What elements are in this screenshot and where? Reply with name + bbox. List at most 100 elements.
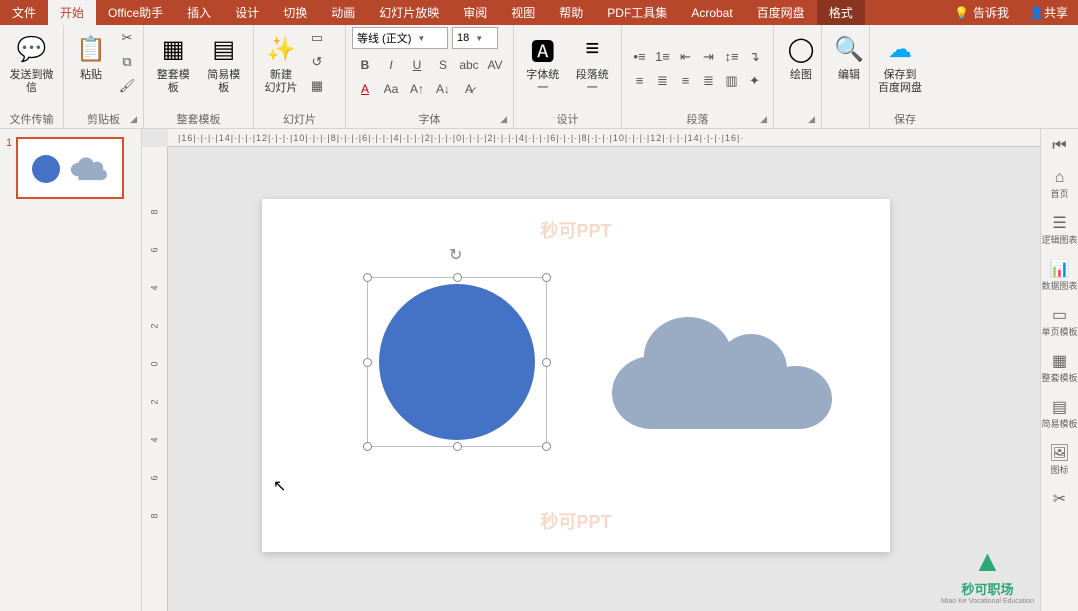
slide-canvas[interactable]: 秒可PPT 秒可PPT ↻ <box>262 199 890 552</box>
tab-slideshow[interactable]: 幻灯片放映 <box>367 0 451 25</box>
sidebar-item-logic[interactable]: ☰逻辑图表 <box>1041 209 1078 249</box>
shadow-button[interactable]: abc <box>456 53 482 77</box>
full-template-button[interactable]: ▦ 整套模板 <box>150 27 197 99</box>
justify-button[interactable]: ≣ <box>697 69 720 93</box>
group-templates-label: 整套模板 <box>150 110 247 128</box>
sidebar-item-full[interactable]: ▦整套模板 <box>1041 347 1078 387</box>
slide-thumbnails-panel: 1 <box>0 129 142 611</box>
bold-button[interactable]: B <box>352 53 378 77</box>
numbering-button[interactable]: 1≡ <box>651 45 674 69</box>
brand-logo: ▲ 秒可职场 Miao Ke Vocational Education <box>941 545 1034 605</box>
tab-view[interactable]: 视图 <box>499 0 547 25</box>
paste-button[interactable]: 📋 粘贴 <box>70 27 112 86</box>
tell-me-button[interactable]: 💡告诉我 <box>944 4 1019 21</box>
slide-edit-area[interactable]: |16|·|·|·|14|·|·|·|12|·|·|·|10|·|·|·|8|·… <box>142 129 1040 611</box>
reset-button[interactable]: ↺ <box>306 51 328 73</box>
selected-shape-circle[interactable]: ↻ <box>367 277 547 447</box>
tab-transition[interactable]: 切换 <box>271 0 319 25</box>
resize-handle-bm[interactable] <box>453 442 462 451</box>
italic-button[interactable]: I <box>378 53 404 77</box>
send-to-wechat-button[interactable]: 💬 发送到微信 <box>6 27 57 99</box>
tab-design[interactable]: 设计 <box>223 0 271 25</box>
tab-help[interactable]: 帮助 <box>547 0 595 25</box>
sidebar-item-tools[interactable]: ✂ <box>1041 485 1078 513</box>
align-right-button[interactable]: ≡ <box>674 69 697 93</box>
full-template-icon: ▦ <box>1052 351 1067 371</box>
tab-file[interactable]: 文件 <box>0 0 48 25</box>
cloud-shape[interactable] <box>602 299 842 449</box>
tab-animation[interactable]: 动画 <box>319 0 367 25</box>
sidebar-item-data[interactable]: 📊数据图表 <box>1041 255 1078 295</box>
unify-para-button[interactable]: ≡ 段落统一 <box>570 27 616 99</box>
unify-font-button[interactable]: 🅰 字体统一 <box>520 27 566 99</box>
char-spacing-button[interactable]: AV <box>482 53 508 77</box>
text-direction-button[interactable]: ↴ <box>743 45 766 69</box>
new-slide-button[interactable]: ✨ 新建 幻灯片 <box>260 27 302 99</box>
indent-dec-button[interactable]: ⇤ <box>674 45 697 69</box>
resize-handle-tr[interactable] <box>542 273 551 282</box>
sidebar-item-simple[interactable]: ▤简易模板 <box>1041 393 1078 433</box>
indent-inc-button[interactable]: ⇥ <box>697 45 720 69</box>
shrink-font-icon: A↓ <box>436 82 450 96</box>
layout-button[interactable]: ▭ <box>306 27 328 49</box>
tab-acrobat[interactable]: Acrobat <box>679 0 744 25</box>
align-center-button[interactable]: ≣ <box>651 69 674 93</box>
resize-handle-br[interactable] <box>542 442 551 451</box>
cut-button[interactable]: ✂ <box>116 27 138 49</box>
thumbnail-1[interactable]: 1 <box>6 137 135 199</box>
sidebar-item-home[interactable]: ⌂首页 <box>1041 165 1078 203</box>
line-spacing-button[interactable]: ↕≡ <box>720 45 743 69</box>
draw-button[interactable]: ◯ 绘图 <box>780 27 822 86</box>
resize-handle-tl[interactable] <box>363 273 372 282</box>
grow-font-button[interactable]: A↑ <box>404 77 430 101</box>
share-button[interactable]: 👤共享 <box>1019 4 1078 21</box>
clear-format-button[interactable]: A̷ <box>456 77 482 101</box>
tab-insert[interactable]: 插入 <box>175 0 223 25</box>
circle-shape[interactable] <box>379 284 535 440</box>
full-template-icon: ▦ <box>162 31 185 67</box>
simple-template-button[interactable]: ▤ 简易模板 <box>201 27 248 99</box>
strike-button[interactable]: S <box>430 53 456 77</box>
para-expand-icon[interactable]: ◢ <box>760 114 767 125</box>
align-left-button[interactable]: ≡ <box>628 69 651 93</box>
tab-bar: 文件 开始 Office助手 插入 设计 切换 动画 幻灯片放映 审阅 视图 帮… <box>0 0 1078 25</box>
shrink-font-button[interactable]: A↓ <box>430 77 456 101</box>
tab-office-assist[interactable]: Office助手 <box>96 0 175 25</box>
columns-button[interactable]: ▥ <box>720 69 743 93</box>
font-size-combo[interactable]: 18▼ <box>452 27 498 49</box>
group-paragraph-label: 段落◢ <box>628 110 767 128</box>
section-button[interactable]: ▦ <box>306 75 328 97</box>
underline-button[interactable]: U <box>404 53 430 77</box>
sidebar-collapse-button[interactable]: ⏮ <box>1041 133 1078 159</box>
bullets-button[interactable]: •≡ <box>628 45 651 69</box>
resize-handle-ml[interactable] <box>363 358 372 367</box>
sidebar-label: 图标 <box>1050 465 1068 475</box>
copy-button[interactable]: ⧉ <box>116 51 138 73</box>
tab-baidu-disk[interactable]: 百度网盘 <box>745 0 817 25</box>
edit-button[interactable]: 🔍 编辑 <box>828 27 870 86</box>
resize-handle-mr[interactable] <box>542 358 551 367</box>
save-to-disk-button[interactable]: ☁ 保存到 百度网盘 <box>876 27 924 99</box>
resize-handle-bl[interactable] <box>363 442 372 451</box>
smartart-button[interactable]: ✦ <box>743 69 766 93</box>
tab-format[interactable]: 格式 <box>817 0 865 25</box>
sidebar-item-single[interactable]: ▭单页模板 <box>1041 301 1078 341</box>
person-icon: 👤 <box>1029 6 1044 20</box>
simple-template-icon: ▤ <box>1052 397 1067 417</box>
rotate-handle-icon[interactable]: ↻ <box>449 245 462 265</box>
resize-handle-tm[interactable] <box>453 273 462 282</box>
draw-expand-icon[interactable]: ◢ <box>808 114 815 125</box>
clipboard-expand-icon[interactable]: ◢ <box>130 114 137 125</box>
font-family-combo[interactable]: 等线 (正文)▼ <box>352 27 448 49</box>
tab-review[interactable]: 审阅 <box>451 0 499 25</box>
full-template-label: 整套模板 <box>152 69 195 95</box>
tab-home[interactable]: 开始 <box>48 0 96 25</box>
sidebar-item-icons[interactable]: 🖼图标 <box>1041 439 1078 479</box>
font-expand-icon[interactable]: ◢ <box>500 114 507 125</box>
change-case-button[interactable]: Aa <box>378 77 404 101</box>
indent-inc-icon: ⇥ <box>703 49 714 65</box>
font-color-button[interactable]: A <box>352 77 378 101</box>
bulb-icon: 💡 <box>954 6 969 20</box>
format-painter-button[interactable]: 🖌 <box>116 75 138 97</box>
tab-pdf-tools[interactable]: PDF工具集 <box>595 0 679 25</box>
